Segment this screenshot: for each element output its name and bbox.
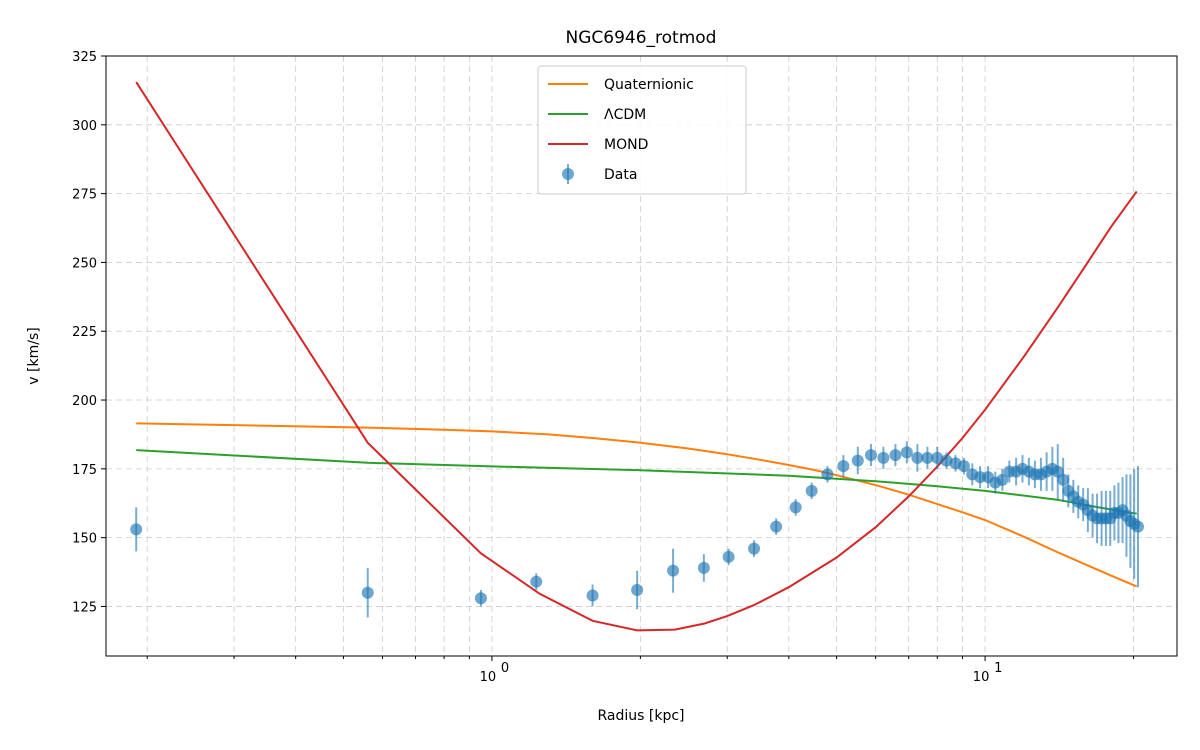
- x-tick-exponent: 0: [501, 661, 509, 676]
- data-point: [748, 542, 761, 555]
- data-point: [921, 451, 934, 464]
- data-point: [361, 586, 374, 599]
- y-tick-label: 325: [72, 50, 97, 65]
- y-tick-label: 300: [72, 119, 97, 134]
- data-point: [889, 449, 902, 462]
- data-point: [940, 454, 953, 467]
- y-tick-label: 250: [72, 256, 97, 271]
- series-data: [130, 441, 1144, 618]
- data-point: [900, 446, 913, 459]
- data-point: [1057, 473, 1070, 486]
- data-point: [697, 561, 710, 574]
- data-point: [821, 468, 834, 481]
- chart-title: NGC6946_rotmod: [566, 28, 717, 48]
- data-point: [789, 501, 802, 514]
- data-point: [722, 550, 735, 563]
- x-tick-exponent: 1: [994, 661, 1002, 676]
- legend: Quaternionic ΛCDM MOND Data: [537, 65, 747, 195]
- legend-label: MOND: [604, 137, 648, 153]
- legend-label: ΛCDM: [604, 107, 646, 123]
- data-point: [877, 451, 890, 464]
- y-tick-label: 225: [72, 325, 97, 340]
- legend-label: Data: [604, 167, 637, 183]
- y-tick-label: 125: [72, 600, 97, 615]
- data-point: [586, 589, 599, 602]
- data-point: [530, 575, 543, 588]
- data-point: [911, 451, 924, 464]
- data-point: [805, 484, 818, 497]
- data-point: [667, 564, 680, 577]
- series-line: [136, 422, 1138, 588]
- x-tick-label: 10: [973, 670, 990, 685]
- data-point: [631, 583, 644, 596]
- plot-frame: [105, 55, 1178, 657]
- series-layer: [130, 81, 1144, 632]
- data-point: [851, 454, 864, 467]
- legend-label: Quaternionic: [604, 77, 694, 93]
- data-point: [996, 473, 1009, 486]
- axes-layer: 10 0 10 1 125 150 175 200 225 250 275 300 325: [72, 50, 1178, 685]
- data-point: [1131, 520, 1144, 533]
- x-tick-label: 10: [480, 670, 497, 685]
- y-tick-label: 175: [72, 463, 97, 478]
- y-tick-label: 150: [72, 532, 97, 547]
- series-mond: [135, 81, 1138, 632]
- data-point: [864, 449, 877, 462]
- y-tick-label: 200: [72, 394, 97, 409]
- series-quaternionic: [136, 422, 1138, 588]
- data-point: [931, 451, 944, 464]
- data-point: [130, 523, 143, 536]
- y-axis-title: v [km/s]: [26, 327, 42, 384]
- series-line: [136, 449, 1137, 515]
- data-point: [957, 460, 970, 473]
- series-line: [135, 81, 1138, 632]
- data-point: [837, 460, 850, 473]
- data-point: [770, 520, 783, 533]
- series--cdm: [136, 449, 1137, 515]
- y-tick-label: 275: [72, 188, 97, 203]
- legend-box: [537, 65, 747, 195]
- x-axis-title: Radius [kpc]: [597, 708, 684, 724]
- legend-swatch-marker: [562, 168, 574, 180]
- data-point: [474, 592, 487, 605]
